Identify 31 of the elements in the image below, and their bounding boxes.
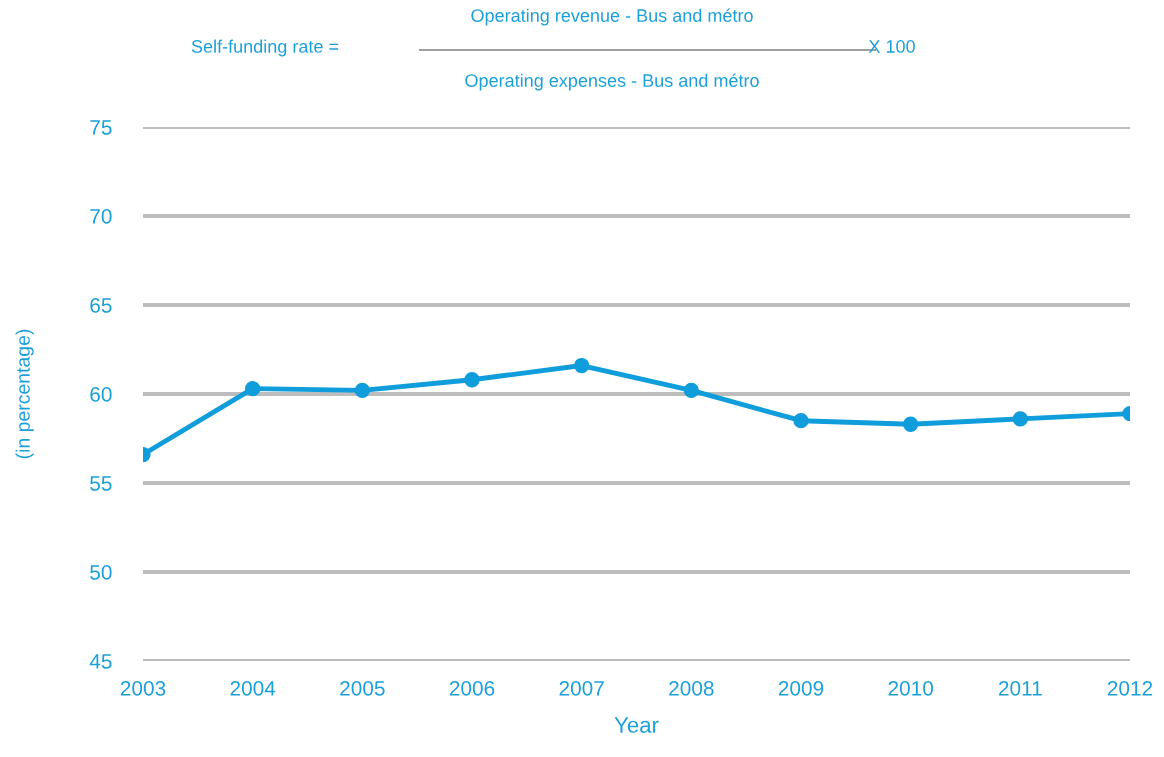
x-tick-label: 2007 [559,680,604,696]
x-tick-label: 2011 [998,680,1042,696]
point [245,381,261,397]
y-axis-title: (in percentage) [15,329,34,459]
text: Operating expenses - Bus and métro [465,73,759,91]
point [903,416,919,432]
y-tick-label: 65 [90,298,112,313]
text: Operating revenue - Bus and métro [471,8,753,26]
point [1012,411,1028,427]
point [354,382,370,399]
x-tick-label: 2005 [340,680,385,696]
point [574,357,590,374]
x-tick-label: 2010 [888,680,934,696]
x-tick-label: 2004 [230,680,276,696]
y-tick-label: 60 [90,387,112,402]
x-tick-label: 2008 [669,680,714,696]
point [793,413,809,429]
point [464,372,480,388]
x-tick-label: 2006 [449,680,495,696]
x-tick-label: 2003 [120,680,166,696]
y-tick-label: 75 [90,120,112,135]
x-tick-label: 2012 [1107,680,1153,696]
y-tick-label: 50 [90,565,112,580]
y-tick-label: 45 [89,654,112,669]
y-tick-label: 70 [90,209,112,224]
text: Self-funding rate = [191,39,339,57]
y-tick-label: 55 [90,476,112,491]
text: X 100 [868,40,915,53]
x-tick-label: 2009 [778,680,824,696]
x-axis-title: Year [614,717,659,733]
point [683,382,699,399]
